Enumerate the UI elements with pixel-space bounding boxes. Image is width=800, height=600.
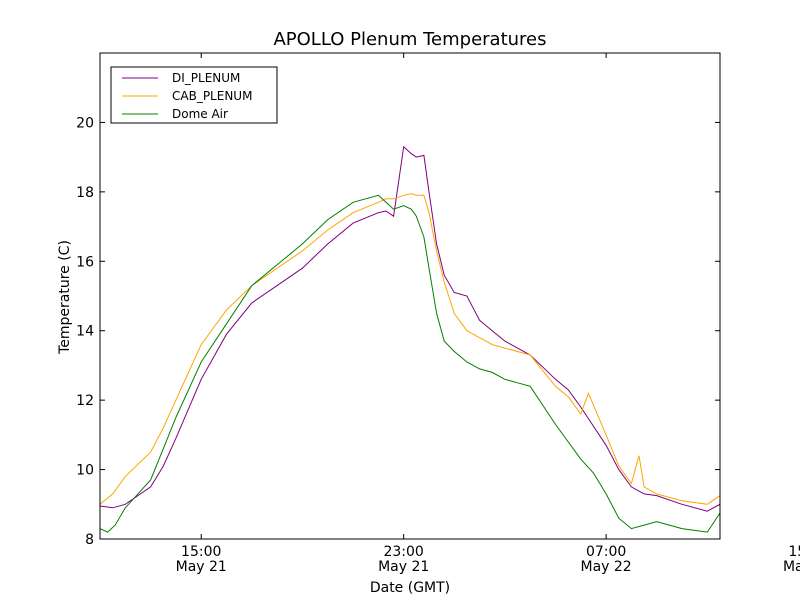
y-tick-label: 12	[76, 393, 94, 409]
legend-label: Dome Air	[172, 107, 228, 121]
legend-label: CAB_PLENUM	[172, 89, 252, 103]
y-axis: 8 10 12 14 16 18 20	[76, 115, 720, 548]
legend: DI_PLENUM CAB_PLENUM Dome Air	[110, 66, 278, 124]
x-axis-label: Date (GMT)	[370, 580, 450, 596]
x-tick-label-date: May 21	[378, 559, 429, 575]
series-line-cab-plenum	[100, 193, 720, 505]
x-tick-label-date: May 22	[783, 559, 800, 575]
series-line-dome-air	[100, 194, 720, 533]
y-tick-label: 14	[76, 324, 94, 340]
y-tick-label: 16	[76, 254, 94, 270]
y-tick-label: 10	[76, 463, 94, 479]
y-tick-label: 8	[85, 532, 94, 548]
series-group	[100, 145, 720, 533]
y-axis-label: Temperature (C)	[57, 240, 73, 355]
x-tick-label-date: May 22	[581, 559, 632, 575]
x-tick-label-time: 15:00	[788, 544, 800, 560]
x-tick-label-time: 07:00	[586, 544, 626, 560]
x-tick-label-time: 15:00	[181, 544, 221, 560]
legend-label: DI_PLENUM	[172, 71, 240, 85]
chart-title: APOLLO Plenum Temperatures	[273, 29, 546, 50]
y-tick-label: 18	[76, 185, 94, 201]
y-tick-label: 20	[76, 115, 94, 131]
series-line-di-plenum	[100, 145, 720, 512]
x-tick-label-date: May 21	[176, 559, 227, 575]
plot-frame	[99, 52, 721, 540]
x-tick-label-time: 23:00	[383, 544, 423, 560]
